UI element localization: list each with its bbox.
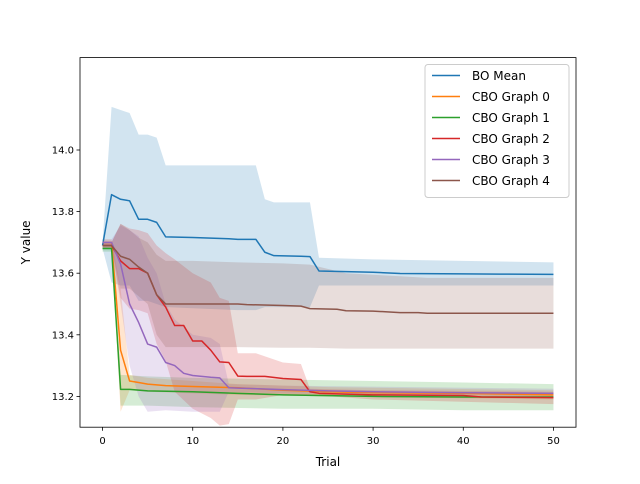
y-tick-label: 13.6 [52, 269, 74, 280]
bo-mean-line [101, 193, 554, 276]
cbo-graph-3-band [102, 225, 554, 412]
legend-label: CBO Graph 0 [472, 90, 550, 104]
legend-label: BO Mean [472, 69, 526, 83]
legend-label: CBO Graph 2 [472, 132, 550, 146]
y-tick-label: 14.0 [52, 146, 74, 157]
plot-area-frame [79, 57, 577, 428]
legend-label: CBO Graph 4 [472, 174, 550, 188]
cbo-graph-3-line [102, 241, 554, 395]
y-tick-label: 13.4 [52, 330, 74, 341]
cbo-graph-4-band [102, 223, 554, 349]
y-axis-ticks: 13.2 13.4 13.6 13.8 14.0 [52, 146, 80, 403]
legend-label: CBO Graph 1 [472, 111, 550, 125]
legend-frame [424, 64, 570, 198]
x-tick-label: 40 [457, 436, 470, 447]
x-axis-ticks: 0 10 20 30 40 50 [99, 427, 560, 447]
y-tick-label: 13.8 [52, 207, 74, 218]
x-axis-label: Trial [315, 455, 341, 469]
cbo-graph-4-line [102, 244, 554, 314]
x-tick-label: 0 [99, 436, 105, 447]
cbo-graph-2-line [102, 244, 554, 399]
cbo-graph-2-band [102, 223, 554, 426]
y-axis-label: Y value [19, 220, 33, 265]
y-tick-label: 13.2 [52, 392, 74, 403]
bo-mean-band [102, 106, 554, 311]
cbo-graph-1-line [102, 247, 554, 398]
cbo-graph-0-line [102, 241, 554, 396]
x-tick-label: 20 [277, 436, 290, 447]
x-tick-label: 10 [186, 436, 199, 447]
series-lines [101, 193, 554, 399]
x-tick-label: 50 [547, 436, 560, 447]
legend-label: CBO Graph 3 [472, 153, 550, 167]
legend: BO Mean CBO Graph 0 CBO Graph 1 CBO Graph 2… [424, 64, 570, 198]
x-tick-label: 30 [367, 436, 380, 447]
